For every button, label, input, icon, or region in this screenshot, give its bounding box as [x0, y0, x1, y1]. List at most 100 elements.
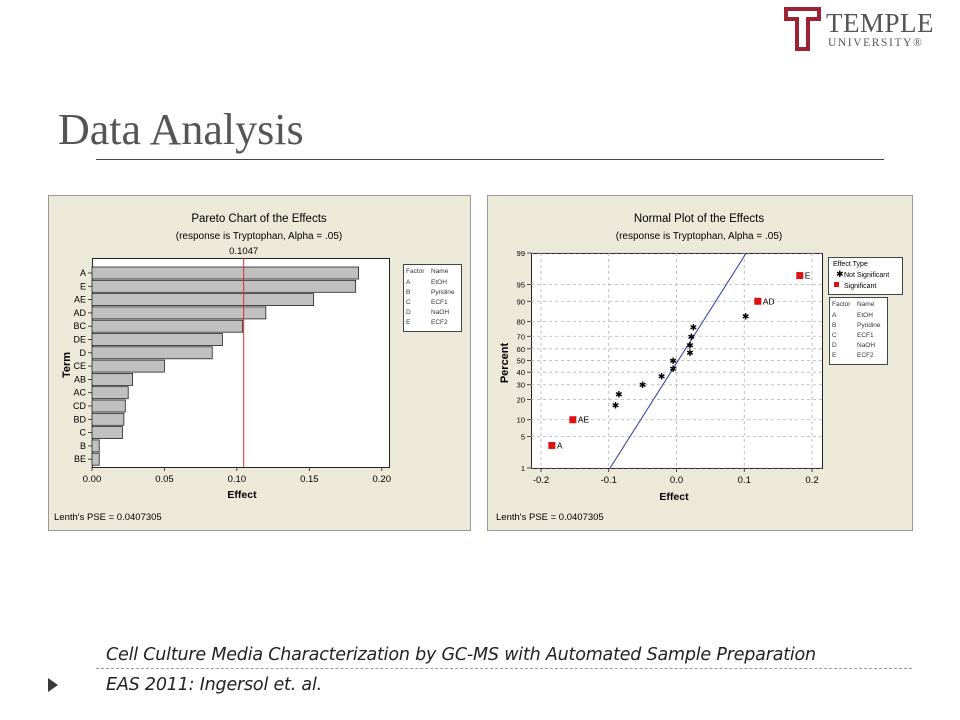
pareto-subtitle: (response is Tryptophan, Alpha = .05) — [176, 231, 343, 242]
normal-x-tick-label: 0.0 — [670, 475, 683, 486]
not-significant-point: ✱ — [690, 322, 698, 332]
caption-line-1: Cell Culture Media Characterization by G… — [106, 645, 816, 665]
factor-name: Pyridine — [431, 289, 455, 296]
factor-name: NaOH — [857, 342, 875, 349]
factor-name: ECF2 — [431, 319, 448, 326]
legend-star-icon: ✱ — [836, 269, 844, 279]
factor-code: D — [406, 309, 411, 316]
not-significant-point: ✱ — [686, 340, 694, 350]
not-significant-point: ✱ — [688, 332, 696, 342]
not-significant-point: ✱ — [612, 401, 620, 411]
not-significant-point: ✱ — [669, 356, 677, 366]
pareto-category-label: AC — [73, 388, 86, 398]
factor-table-header: Factor — [406, 268, 425, 275]
factor-table-box — [829, 297, 888, 365]
factor-name: NaOH — [431, 309, 449, 316]
significant-point — [569, 416, 577, 424]
normal-factor-table: Factor Name A EtOH B Pyridine C ECF1 D NaOH E ECF2 — [829, 297, 888, 365]
logo-subtitle: UNIVERSITY® — [828, 37, 924, 49]
normal-subtitle: (response is Tryptophan, Alpha = .05) — [616, 231, 783, 242]
factor-name: ECF1 — [431, 299, 448, 306]
pareto-bar — [91, 386, 129, 400]
factor-table-header: Factor — [832, 301, 851, 308]
pareto-category-label: AD — [73, 308, 86, 318]
normal-x-label: Effect — [659, 491, 689, 503]
normal-y-label: Percent — [499, 342, 511, 383]
factor-table-box — [403, 264, 462, 332]
significant-point-label: AD — [763, 296, 775, 306]
normal-fit-line — [609, 252, 747, 469]
logo-wordmark: TEMPLE — [826, 8, 934, 38]
pareto-category-label: E — [80, 281, 86, 291]
not-significant-point: ✱ — [742, 311, 750, 321]
legend-square-icon — [834, 282, 839, 287]
pareto-footnote: Lenth's PSE = 0.0407305 — [54, 512, 162, 523]
factor-name: ECF2 — [857, 352, 874, 359]
pareto-category-label: D — [80, 348, 87, 358]
pareto-x-tick-label: 0.20 — [373, 474, 392, 485]
factor-code: C — [832, 332, 837, 339]
normal-footnote: Lenth's PSE = 0.0407305 — [496, 512, 604, 523]
normal-y-tick-label: 80 — [517, 318, 525, 327]
factor-name: EtOH — [857, 312, 873, 319]
normal-y-tick-label: 60 — [517, 345, 525, 354]
pareto-category-label: A — [80, 268, 86, 278]
significant-point-label: A — [557, 440, 563, 450]
bullet-arrow-icon — [48, 678, 58, 692]
pareto-bar — [91, 372, 133, 386]
pareto-x-tick-label: 0.10 — [228, 474, 247, 485]
normal-x-tick-label: -0.1 — [601, 475, 617, 486]
not-significant-point: ✱ — [686, 348, 694, 358]
factor-code: E — [832, 352, 837, 359]
factor-table-header: Name — [857, 301, 875, 308]
pareto-x-tick-label: 0.15 — [300, 474, 319, 485]
pareto-bar — [91, 359, 165, 373]
not-significant-point: ✱ — [639, 380, 647, 390]
factor-table-header: Name — [431, 268, 449, 275]
factor-name: EtOH — [431, 279, 447, 286]
normal-y-tick-label: 30 — [517, 381, 525, 390]
factor-name: Pyridine — [857, 322, 881, 329]
factor-code: B — [832, 322, 836, 329]
normal-y-tick-label: 10 — [517, 416, 525, 425]
significant-point — [754, 297, 762, 305]
pareto-category-label: B — [80, 441, 86, 451]
page-title: Data Analysis — [58, 105, 304, 154]
significant-point — [796, 272, 804, 280]
pareto-bar — [91, 319, 244, 333]
pareto-category-label: CE — [73, 361, 86, 371]
normal-y-tick-label: 50 — [517, 357, 525, 366]
pareto-title: Pareto Chart of the Effects — [191, 213, 327, 225]
pareto-bar — [91, 452, 100, 466]
temple-t-icon — [784, 7, 821, 51]
factor-code: A — [406, 279, 411, 286]
pareto-category-label: CD — [73, 401, 86, 411]
pareto-bar — [91, 266, 359, 280]
legend-not-significant: Not Significant — [844, 272, 889, 279]
pareto-x-tick-label: 0.05 — [155, 474, 174, 485]
caption-divider — [96, 668, 912, 669]
pareto-bar — [91, 439, 100, 453]
pareto-bar — [91, 306, 267, 320]
pareto-category-label: BE — [74, 454, 86, 464]
normal-x-tick-label: -0.2 — [533, 475, 549, 486]
factor-code: C — [406, 299, 411, 306]
factor-code: D — [832, 342, 837, 349]
factor-code: A — [832, 312, 837, 319]
normal-y-tick-label: 5 — [521, 433, 525, 442]
caption-line-2: EAS 2011: Ingersol et. al. — [106, 675, 322, 695]
normal-y-tick-label: 99 — [517, 249, 525, 258]
effect-type-legend: Effect Type ✱ Not Significant Significan… — [828, 257, 903, 295]
normal-plot: Normal Plot of the Effects (response is … — [487, 195, 913, 531]
normal-y-tick-label: 95 — [517, 280, 525, 289]
factor-code: B — [406, 289, 410, 296]
significant-point-label: E — [805, 271, 811, 281]
pareto-bar — [91, 346, 213, 360]
title-divider — [96, 159, 884, 160]
normal-y-tick-label: 70 — [517, 332, 525, 341]
normal-y-tick-label: 40 — [517, 368, 525, 377]
temple-logo — [784, 7, 821, 51]
normal-plot-area — [531, 253, 823, 469]
pareto-bar — [91, 293, 315, 306]
pareto-category-label: C — [80, 428, 87, 438]
